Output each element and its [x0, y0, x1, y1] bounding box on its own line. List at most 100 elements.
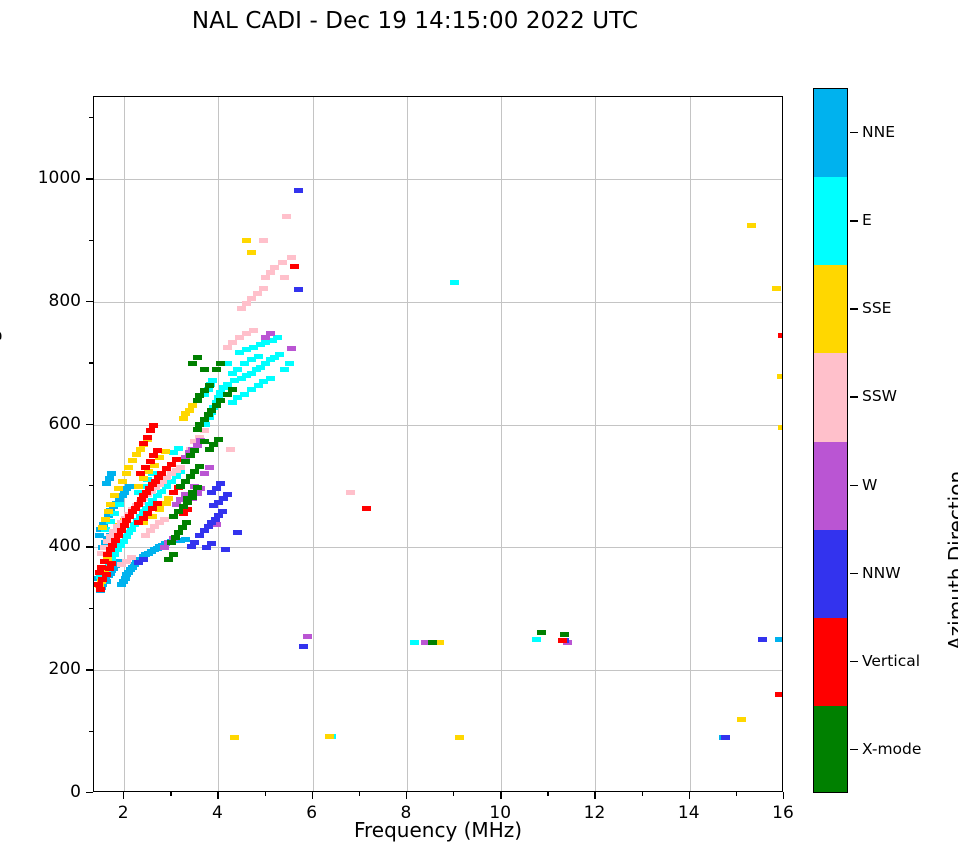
y-axis-tick	[86, 178, 93, 180]
x-axis-tick	[405, 792, 408, 799]
data-point-vertical	[362, 506, 372, 512]
data-point-sse	[155, 506, 164, 512]
data-point-sse	[164, 495, 174, 501]
data-point-e	[176, 468, 186, 474]
data-point-sse	[188, 402, 197, 408]
data-point-e	[107, 557, 117, 563]
data-point-sse	[149, 462, 159, 468]
data-point-vertical	[99, 558, 109, 564]
data-point-vertical	[130, 505, 140, 511]
x-axis-tick	[688, 792, 691, 799]
colorbar-tick	[850, 660, 858, 663]
data-point-nnw	[294, 187, 304, 193]
data-point-sse	[242, 238, 252, 244]
data-point-e	[133, 489, 143, 495]
colorbar[interactable]	[813, 88, 848, 793]
y-axis-tick	[89, 116, 93, 119]
data-point-e	[162, 483, 172, 489]
data-point-ssw	[154, 482, 164, 488]
data-point-e	[253, 382, 263, 388]
data-point-vertical	[150, 478, 160, 484]
data-point-ssw	[162, 475, 172, 481]
x-axis-tick	[547, 792, 549, 796]
colorbar-segment-x-mode[interactable]	[814, 705, 847, 792]
y-axis-tick	[86, 669, 93, 671]
data-point-nne	[114, 558, 124, 564]
data-point-x-mode	[183, 495, 193, 501]
data-point-vertical	[290, 263, 300, 269]
colorbar-segment-nnw[interactable]	[814, 529, 847, 618]
data-point-nne	[125, 483, 135, 489]
data-point-sse	[155, 455, 165, 461]
data-point-e	[115, 542, 125, 548]
data-point-w	[199, 471, 209, 477]
colorbar-tick	[850, 748, 858, 751]
data-point-nne	[114, 497, 124, 503]
data-point-nnw	[206, 541, 216, 547]
colorbar-segment-sse[interactable]	[814, 265, 847, 354]
data-point-vertical	[98, 576, 108, 582]
plot-area[interactable]	[93, 96, 783, 792]
colorbar-segment-e[interactable]	[814, 177, 847, 266]
colorbar-tick	[850, 220, 858, 222]
data-point-vertical	[143, 510, 153, 516]
data-point-ssw	[109, 529, 119, 535]
data-point-e	[228, 370, 238, 376]
colorbar-segment-vertical[interactable]	[814, 617, 847, 706]
data-point-ssw	[286, 255, 296, 261]
data-point-nnw	[213, 499, 223, 505]
data-point-sse	[106, 502, 116, 508]
data-point-e	[110, 511, 120, 517]
data-point-w	[176, 497, 186, 503]
data-point-e	[110, 552, 120, 558]
data-point-vertical	[114, 532, 123, 538]
colorbar-segment-ssw[interactable]	[814, 353, 847, 442]
colorbar-segment-nne[interactable]	[814, 89, 847, 178]
colorbar-segment-w[interactable]	[814, 441, 847, 530]
data-point-x-mode	[188, 360, 197, 366]
data-point-e	[237, 375, 247, 381]
data-point-vertical	[145, 486, 155, 492]
data-point-w	[286, 346, 296, 352]
data-point-w	[192, 443, 202, 449]
data-point-ssw	[246, 295, 256, 301]
data-point-x-mode	[199, 387, 209, 393]
colorbar-tick	[850, 396, 858, 398]
data-point-ssw	[258, 238, 268, 244]
data-point-e	[279, 367, 289, 372]
data-point-x-mode	[216, 397, 226, 403]
data-point-e	[242, 373, 252, 379]
data-point-vertical	[136, 497, 146, 503]
data-point-x-mode	[206, 407, 216, 413]
data-point-e	[239, 360, 249, 366]
data-point-vertical	[171, 456, 181, 462]
data-point-e	[147, 498, 157, 504]
data-point-e	[169, 449, 179, 455]
y-axis-tick	[89, 239, 93, 241]
data-point-ssw	[171, 468, 181, 474]
data-point-e	[223, 382, 233, 388]
data-point-e	[143, 477, 153, 483]
data-point-x-mode	[166, 540, 176, 546]
data-point-vertical	[108, 542, 118, 548]
y-axis-tick	[86, 546, 93, 548]
y-axis-tick-label: 800	[48, 290, 81, 311]
colorbar-label-x-mode: X-mode	[862, 739, 922, 758]
data-point-sse	[100, 516, 110, 522]
data-point-nne	[176, 537, 186, 543]
data-point-vertical	[145, 428, 155, 434]
data-point-w	[171, 502, 181, 508]
data-point-ssw	[223, 344, 233, 350]
data-point-x-mode	[185, 473, 195, 479]
data-point-e	[145, 502, 155, 508]
data-point-sse	[435, 640, 445, 646]
colorbar-tick	[850, 132, 858, 134]
data-point-nnw	[220, 547, 230, 553]
data-point-nne	[101, 480, 111, 486]
data-point-w	[180, 492, 190, 498]
data-point-vertical	[133, 502, 143, 508]
data-point-nnw	[199, 527, 209, 533]
data-point-e	[251, 367, 261, 372]
data-point-vertical	[140, 465, 150, 471]
data-point-x-mode	[195, 392, 205, 398]
